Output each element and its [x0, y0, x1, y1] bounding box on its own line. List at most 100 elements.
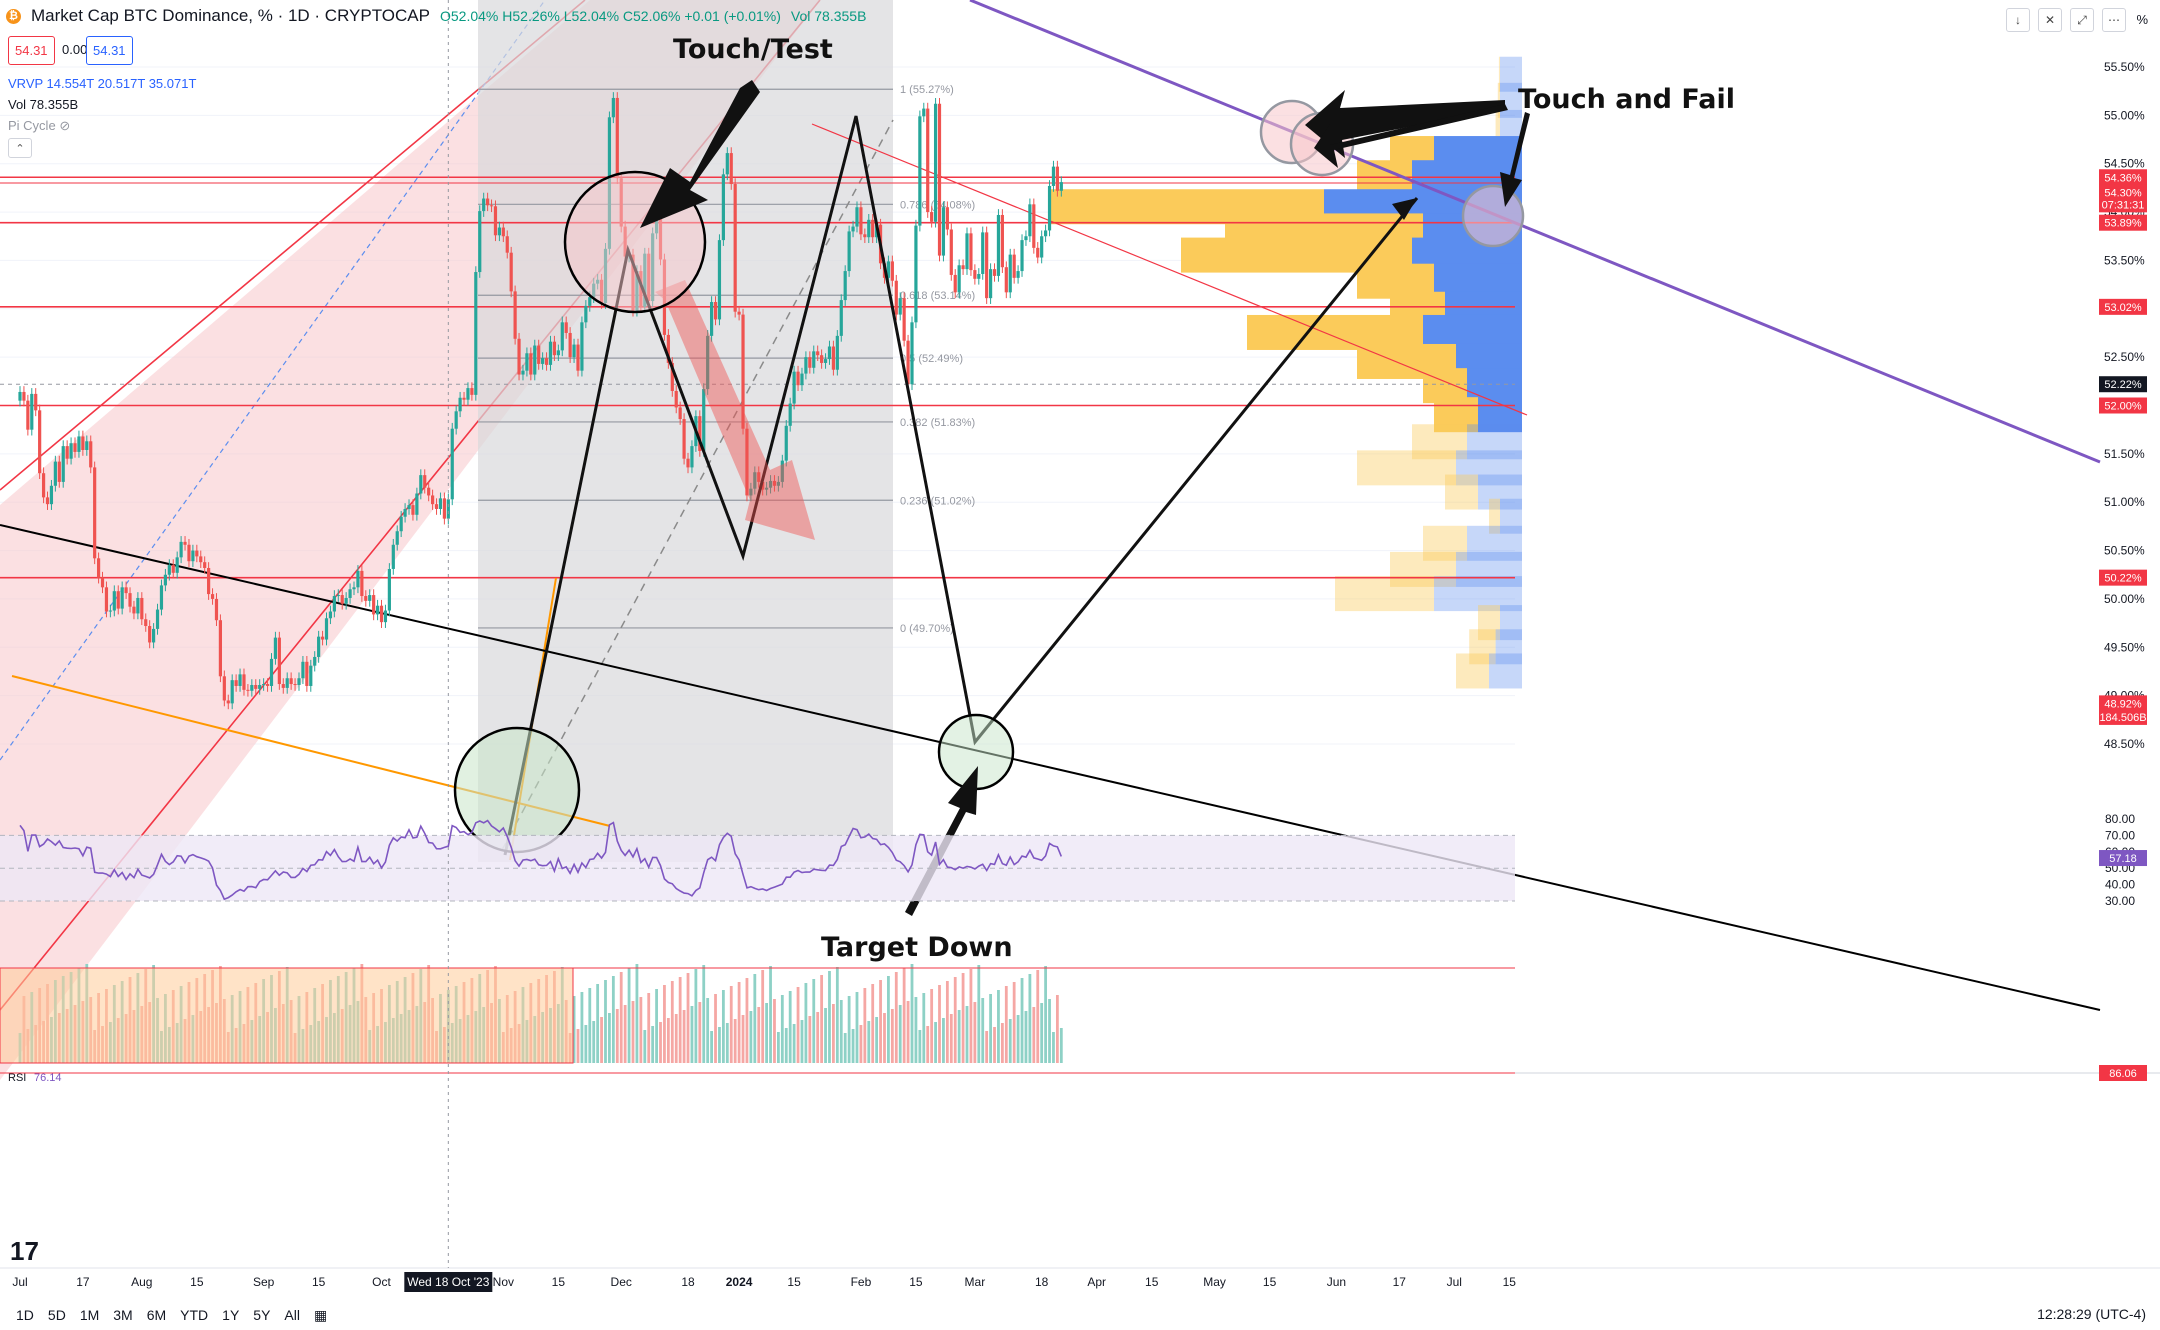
- tf-ytd[interactable]: YTD: [180, 1307, 209, 1323]
- volume-bar: [639, 997, 643, 1063]
- candle-body: [383, 610, 388, 623]
- candle-body: [348, 589, 352, 598]
- volume-bar: [596, 984, 600, 1063]
- purple-resistance-line: [969, 0, 2101, 464]
- volume-bar: [1024, 1011, 1028, 1063]
- candle-body: [576, 344, 580, 371]
- candle-body: [717, 240, 722, 320]
- candle-body: [395, 531, 399, 545]
- vrvp-legend[interactable]: VRVP 14.554T 20.517T 35.071T: [8, 76, 197, 91]
- more-icon[interactable]: ⋯: [2102, 8, 2126, 32]
- candle-body: [537, 345, 541, 364]
- candle-body: [61, 446, 65, 482]
- volume-bar: [611, 976, 615, 1063]
- candle-body: [541, 358, 545, 364]
- candle-body: [1028, 204, 1032, 237]
- candle-body: [796, 371, 800, 386]
- maximize-pane-icon[interactable]: ⤢: [2070, 8, 2094, 32]
- volume-profile-up: [1500, 605, 1522, 641]
- candle-body: [112, 591, 116, 611]
- volume-bar: [619, 972, 623, 1063]
- volume-profile-up: [1467, 424, 1522, 460]
- candle-body: [757, 472, 761, 482]
- move-down-icon[interactable]: ↓: [2006, 8, 2030, 32]
- time-tick: Oct: [372, 1275, 391, 1289]
- candle-body: [674, 390, 678, 408]
- candle-body: [800, 373, 804, 386]
- percent-scale-toggle[interactable]: %: [2136, 12, 2148, 27]
- volume-bar: [926, 1026, 930, 1063]
- candle-body: [544, 358, 549, 365]
- candle-body: [709, 302, 714, 336]
- tf-all[interactable]: All: [284, 1307, 300, 1323]
- volume-bar: [1028, 974, 1032, 1063]
- candle-body: [140, 597, 144, 620]
- tf-3m[interactable]: 3M: [113, 1307, 133, 1323]
- tf-6m[interactable]: 6M: [146, 1307, 167, 1323]
- price-axis: 55.50%55.00%54.50%54.00%53.50%53.00%52.5…: [2099, 60, 2147, 751]
- symbol-title[interactable]: Market Cap BTC Dominance, % · 1D · CRYPT…: [31, 6, 430, 25]
- price-tag-bg: [2099, 397, 2147, 414]
- candle-body: [871, 219, 875, 238]
- candle-body: [926, 108, 930, 213]
- candle-body: [493, 206, 498, 236]
- tf-5d[interactable]: 5D: [47, 1307, 66, 1323]
- candle-body: [269, 658, 274, 686]
- rsi-current-tag: 57.18: [2109, 853, 2137, 865]
- candle-body: [313, 656, 317, 666]
- candle-body: [336, 595, 340, 597]
- ohlc-values: O52.04% H52.26% L52.04% C52.06% +0.01 (+…: [440, 8, 781, 24]
- eye-hidden-icon[interactable]: ⊘: [59, 118, 71, 133]
- candle-body: [733, 184, 737, 312]
- candle-body: [450, 428, 454, 500]
- candle-body: [379, 605, 384, 623]
- volume-profile-up: [1478, 474, 1522, 510]
- volume-bar: [812, 979, 816, 1063]
- candle-body: [529, 353, 533, 375]
- candle-body: [89, 441, 93, 468]
- candle-body: [988, 269, 993, 299]
- candle-body: [309, 665, 313, 686]
- volume-bar: [863, 988, 867, 1063]
- candle-body: [698, 416, 702, 451]
- volume-bar: [993, 1027, 996, 1063]
- tf-1m[interactable]: 1M: [79, 1307, 100, 1323]
- candle-body: [792, 371, 796, 404]
- pi-cycle-legend[interactable]: Pi Cycle ⊘: [8, 118, 70, 134]
- sell-price-button[interactable]: 54.31: [8, 36, 55, 65]
- candle-body: [148, 626, 152, 643]
- collapse-legend-button[interactable]: ⌃: [8, 138, 32, 158]
- time-tick: 15: [552, 1275, 566, 1289]
- volume-profile-down: [1445, 474, 1478, 510]
- tradingview-logo: 17: [10, 1236, 39, 1266]
- candle-body: [85, 441, 89, 450]
- candle-body: [1008, 254, 1012, 293]
- volume-bar: [1012, 982, 1016, 1063]
- candle-body: [820, 355, 824, 363]
- candle-body: [580, 322, 584, 371]
- tf-1d[interactable]: 1D: [16, 1307, 34, 1323]
- candle-body: [922, 108, 926, 117]
- candle-body: [293, 684, 297, 686]
- volume-bar: [1048, 999, 1051, 1063]
- candle-body: [509, 252, 513, 292]
- volume-bar: [804, 983, 808, 1063]
- candle-body: [572, 344, 576, 358]
- candle-body: [890, 261, 894, 281]
- tf-1y[interactable]: 1Y: [222, 1307, 240, 1323]
- candle-body: [548, 341, 553, 365]
- candle-body: [124, 587, 128, 594]
- volume-bar: [820, 975, 824, 1063]
- calendar-icon[interactable]: ▦: [313, 1306, 328, 1323]
- buy-price-button[interactable]: 54.31: [86, 36, 133, 65]
- candle-body: [159, 585, 164, 610]
- collapse-pane-icon[interactable]: ✕: [2038, 8, 2062, 32]
- black-descending-trendline: [0, 524, 2101, 1011]
- volume-legend[interactable]: Vol 78.355B: [8, 97, 79, 112]
- candle-body: [234, 680, 238, 686]
- tf-5y[interactable]: 5Y: [253, 1307, 271, 1323]
- candle-body: [155, 609, 160, 629]
- volume-bar: [910, 964, 914, 1063]
